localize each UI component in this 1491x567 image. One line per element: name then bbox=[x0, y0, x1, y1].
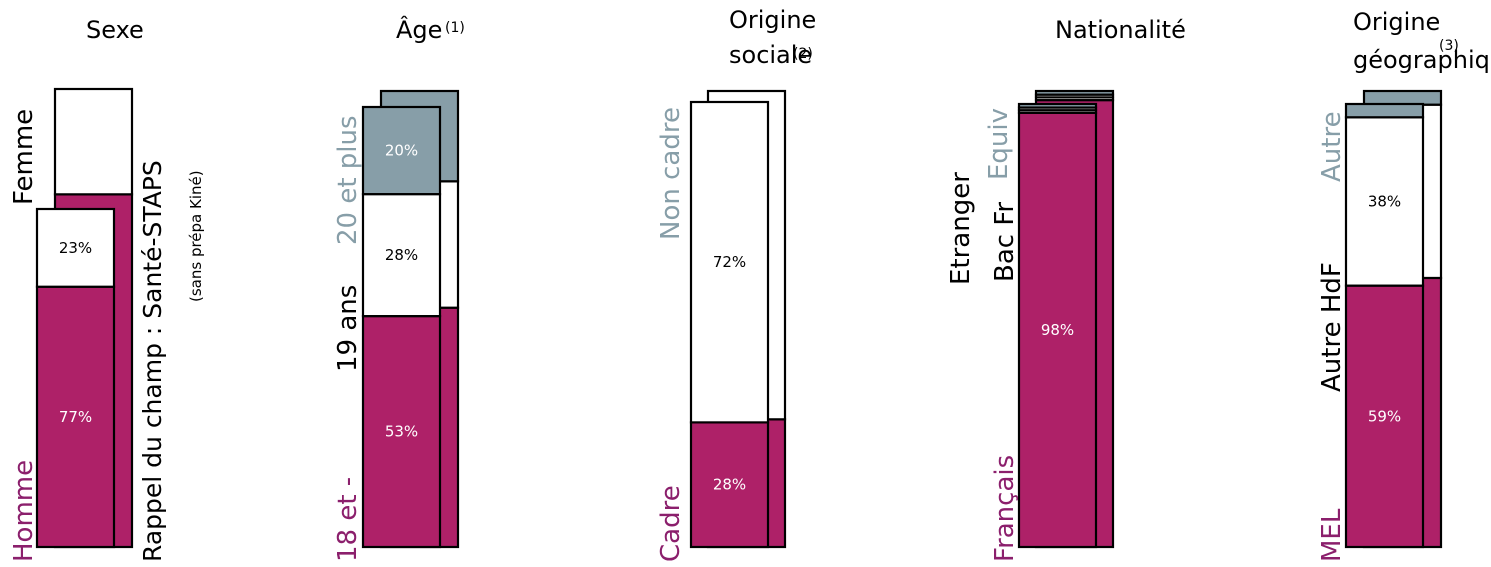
chart-title-0-0: Sexe bbox=[86, 16, 144, 44]
data-label-2-0: 28% bbox=[713, 476, 746, 494]
data-label-1-1: 28% bbox=[385, 246, 418, 264]
data-label-2-1: 72% bbox=[713, 253, 746, 271]
category-label-3-1: Bac Fr bbox=[990, 202, 1020, 282]
bar-segment-1-1 bbox=[361, 193, 442, 318]
chart-title-1-0: Âge bbox=[396, 15, 442, 44]
chart-title-3-0: Nationalité bbox=[1055, 16, 1186, 44]
bar-segment-1-0 bbox=[361, 315, 442, 549]
category-label-1-0: 18 et - bbox=[333, 477, 363, 562]
category-label-1-1: 19 ans bbox=[333, 285, 363, 372]
bar-segment-3-0 bbox=[1017, 111, 1098, 549]
data-label-1-2: 20% bbox=[385, 142, 418, 160]
field-note-sub: (sans prépa Kiné) bbox=[187, 170, 205, 302]
data-label-4-0: 59% bbox=[1368, 407, 1401, 425]
category-label-4-1: Autre HdF bbox=[1317, 262, 1347, 392]
category-label-0-0: Homme bbox=[9, 460, 39, 562]
bar-segment-0-1 bbox=[35, 207, 116, 288]
category-label-3-2: Etranger bbox=[946, 172, 976, 285]
category-label-3-3: Equiv bbox=[984, 108, 1014, 180]
category-label-0-1: Femme bbox=[9, 109, 39, 205]
bar-front-layer bbox=[35, 100, 1425, 549]
bar-segment-2-1 bbox=[689, 100, 770, 424]
category-label-4-2: Autre bbox=[1317, 111, 1347, 182]
bar-back-segment-0-1 bbox=[53, 87, 134, 196]
chart-note-4: (3) bbox=[1439, 38, 1459, 54]
data-label-0-1: 23% bbox=[59, 239, 92, 257]
bar-segment-3-3 bbox=[1017, 102, 1098, 109]
bar-segment-4-2 bbox=[1344, 102, 1425, 119]
data-label-1-0: 53% bbox=[385, 423, 418, 441]
field-note: Rappel du champ : Santé-STAPS (sans prép… bbox=[138, 160, 205, 562]
label-layer: 77% Homme 23% Femme Sexe 53% 18 et - 28% 19 ans 2… bbox=[9, 6, 1491, 562]
chart-note-2: (2) bbox=[793, 46, 813, 62]
category-label-2-1: Non cadre bbox=[656, 107, 686, 240]
category-label-2-0: Cadre bbox=[656, 485, 686, 562]
bar-segment-4-1 bbox=[1344, 116, 1425, 287]
category-label-4-0: MEL bbox=[1317, 508, 1347, 562]
chart-title-2-1: sociale bbox=[729, 41, 812, 69]
data-label-3-0: 98% bbox=[1041, 321, 1074, 339]
bar-back-segment-3-3 bbox=[1034, 89, 1115, 96]
bar-segment-0-0 bbox=[35, 285, 116, 549]
bar-segment-1-2 bbox=[361, 105, 442, 196]
chart-title-2-0: Origine bbox=[729, 6, 816, 34]
data-label-4-1: 38% bbox=[1368, 192, 1401, 210]
field-note-main: Rappel du champ : Santé-STAPS bbox=[138, 160, 167, 562]
chart-note-1: (1) bbox=[445, 20, 465, 36]
bar-segment-4-0 bbox=[1344, 284, 1425, 549]
chart-title-4-0: Origine bbox=[1353, 8, 1440, 36]
chart-title-4-1: géographique bbox=[1353, 46, 1491, 74]
category-label-3-0: Français bbox=[990, 455, 1020, 562]
data-label-0-0: 77% bbox=[59, 408, 92, 426]
bar-back-segment-4-2 bbox=[1362, 89, 1443, 106]
category-label-1-2: 20 et plus bbox=[333, 115, 363, 245]
bar-segment-2-0 bbox=[689, 421, 770, 549]
